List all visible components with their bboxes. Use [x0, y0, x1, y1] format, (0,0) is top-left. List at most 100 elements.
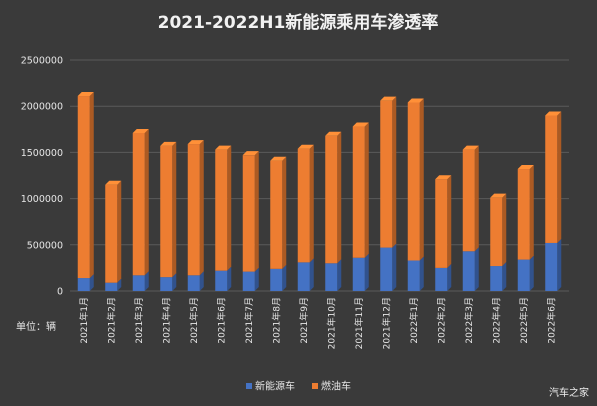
bar-front — [77, 278, 90, 291]
x-tick-label: 2021年4月 — [160, 297, 172, 344]
bar-top — [352, 122, 369, 127]
bar-top — [545, 111, 562, 116]
x-tick-label: 2021年2月 — [105, 297, 117, 344]
bar-segment — [270, 156, 287, 269]
bar-side — [89, 92, 94, 279]
bar-segment — [132, 271, 149, 291]
bar-side — [529, 165, 534, 260]
legend-label: 新能源车 — [255, 380, 295, 393]
bar-side — [144, 128, 149, 276]
bar-side — [144, 271, 149, 291]
x-tick-label: 2022年6月 — [545, 297, 557, 344]
bar-side — [282, 156, 287, 269]
bar-front — [132, 132, 145, 276]
bar-segment — [325, 131, 342, 264]
x-tick-label: 2021年10月 — [325, 297, 337, 349]
bar-segment — [435, 263, 452, 291]
y-tick-label: 2500000 — [21, 56, 63, 67]
bar-front — [517, 259, 530, 291]
bar-front — [490, 197, 503, 267]
bar-top — [270, 156, 287, 161]
bar-top — [380, 96, 397, 101]
gridlines — [70, 59, 569, 292]
bar-top — [160, 141, 177, 146]
x-tick-label: 2021年5月 — [188, 297, 200, 344]
bar-segment — [545, 111, 562, 243]
bar-top — [407, 98, 424, 103]
bar-side — [282, 264, 287, 291]
bar-side — [309, 258, 314, 291]
bar-segment — [407, 98, 424, 261]
bar-segment — [270, 264, 287, 291]
legend-label: 燃油车 — [321, 380, 351, 393]
bar-front — [380, 100, 393, 248]
bar-segment — [77, 92, 94, 279]
bar-side — [117, 180, 122, 283]
bar-front — [352, 126, 365, 258]
bar-front — [215, 149, 228, 271]
chart-title: 2021-2022H1新能源乘用车渗透率 — [158, 12, 439, 33]
bar-front — [545, 115, 558, 243]
bar-segment — [297, 258, 314, 291]
bar-side — [447, 263, 452, 291]
bar-segment — [105, 180, 122, 283]
bar-front — [407, 102, 420, 261]
bar-front — [435, 267, 448, 291]
bar-segment — [490, 262, 507, 291]
bar-side — [172, 141, 177, 278]
bar-segment — [215, 145, 232, 271]
legend-swatch — [312, 383, 318, 389]
bar-top — [77, 92, 94, 97]
bar-side — [89, 274, 94, 291]
bar-segment — [490, 193, 507, 267]
bar-front — [407, 260, 420, 291]
bar-top — [187, 140, 204, 145]
y-tick-label: 1000000 — [21, 194, 63, 205]
bar-segment — [517, 165, 534, 260]
y-tick-label: 0 — [57, 287, 63, 298]
bar-top — [517, 165, 534, 170]
bar-front — [132, 275, 145, 291]
bar-side — [227, 145, 232, 271]
bar-segment — [160, 141, 177, 278]
legend-item: 燃油车 — [312, 380, 351, 393]
x-tick-label: 2022年5月 — [518, 297, 530, 344]
bar-front — [462, 149, 475, 252]
legend-item: 新能源车 — [246, 380, 295, 393]
bar-front — [187, 144, 200, 276]
bar-top — [105, 180, 122, 185]
bar-top — [215, 145, 232, 150]
bar-side — [199, 140, 204, 276]
x-tick-label: 2021年9月 — [298, 297, 310, 344]
bar-segment — [105, 278, 122, 291]
bar-front — [297, 148, 310, 263]
bar-segment — [160, 273, 177, 291]
bar-front — [325, 135, 338, 264]
x-tick-label: 2021年11月 — [353, 297, 365, 349]
x-tick-label: 2022年4月 — [490, 297, 502, 344]
bar-side — [392, 96, 397, 248]
x-tick-label: 2021年6月 — [215, 297, 227, 344]
bar-segment — [132, 128, 149, 276]
x-tick-label: 2022年1月 — [408, 297, 420, 344]
bar-side — [557, 111, 562, 243]
bar-front — [270, 268, 283, 291]
bar-side — [557, 238, 562, 291]
bar-front — [545, 242, 558, 291]
bar-side — [337, 131, 342, 264]
bar-side — [309, 144, 314, 263]
bar-segment — [462, 145, 479, 252]
y-tick-label: 500000 — [27, 240, 63, 251]
bar-side — [447, 175, 452, 268]
bar-top — [490, 193, 507, 198]
bar-front — [160, 145, 173, 278]
bar-segment — [187, 271, 204, 291]
bar-side — [419, 256, 424, 291]
bar-front — [462, 251, 475, 291]
bar-segment — [352, 253, 369, 291]
bar-front — [160, 277, 173, 291]
bar-segment — [215, 266, 232, 291]
bar-side — [474, 247, 479, 291]
bar-side — [502, 262, 507, 291]
